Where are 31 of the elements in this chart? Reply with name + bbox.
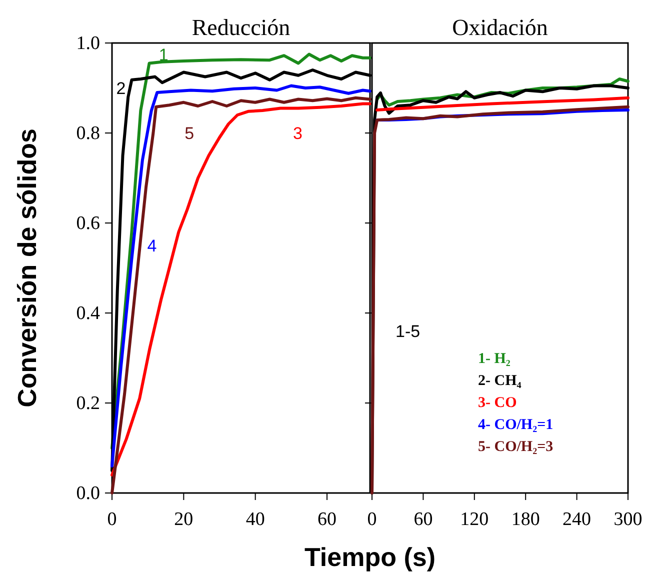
x-axis-title: Tiempo (s) (304, 542, 436, 572)
annotation: 2 (116, 79, 126, 98)
annotation: 4 (147, 236, 157, 256)
y-tick-label: 0.0 (76, 483, 100, 504)
annotation: 5 (184, 124, 194, 143)
text: 3- CO (478, 395, 517, 411)
x-tick-label: 40 (246, 509, 265, 530)
text: 1- H₂ (478, 351, 511, 367)
text: 5- CO/H₂=3 (478, 439, 554, 455)
x-tick-label: 240 (562, 509, 592, 530)
x-tick-label: 0 (107, 509, 117, 530)
y-axis-title: Conversión de sólidos (12, 128, 42, 408)
chart-title: Oxidación (452, 15, 548, 40)
annotation: 1 (158, 45, 168, 64)
y-tick-label: 0.2 (76, 393, 100, 414)
text: 4- CO/H₂=1 (478, 417, 554, 433)
chart-title: Reducción (192, 15, 291, 40)
y-tick-label: 0.6 (76, 213, 100, 234)
x-tick-label: 60 (414, 509, 433, 530)
annotation: 1-5 (396, 322, 420, 341)
x-tick-label: 60 (318, 509, 336, 530)
y-tick-label: 0.4 (76, 303, 100, 324)
y-tick-label: 0.8 (76, 123, 100, 144)
x-tick-label: 0 (367, 509, 377, 530)
x-tick-label: 20 (174, 509, 194, 530)
y-tick-label: 1.0 (76, 33, 100, 54)
x-tick-label: 120 (460, 509, 489, 530)
x-tick-label: 300 (614, 509, 642, 530)
text: 2- CH₄ (478, 373, 522, 389)
x-tick-label: 180 (511, 509, 540, 530)
annotation: 3 (293, 124, 302, 143)
